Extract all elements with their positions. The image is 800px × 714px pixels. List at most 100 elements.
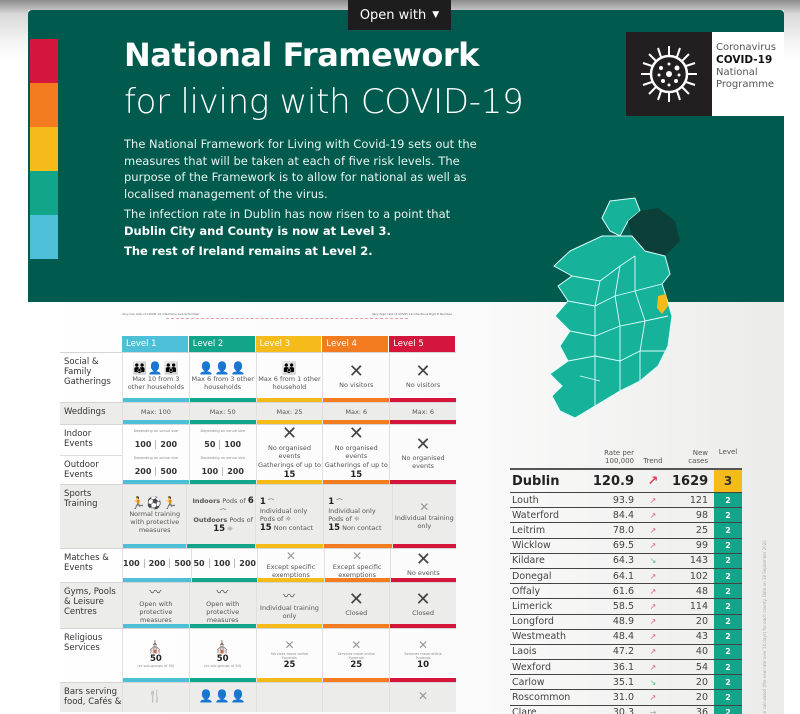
cross-icon: ✕ bbox=[352, 548, 363, 563]
cell-level-3: 👪 Max 6 from 1 other household bbox=[255, 353, 323, 402]
dining-icon: 🍴 bbox=[147, 688, 164, 703]
trend-icon: ↗ bbox=[649, 662, 657, 672]
cell-level-4: ✕ Closed bbox=[322, 583, 390, 628]
church-icon: ⛪ bbox=[147, 639, 164, 654]
trend-icon: ↗ bbox=[649, 586, 657, 596]
cross-icon: ✕ bbox=[351, 637, 362, 652]
trend-icon: ↘ bbox=[649, 556, 657, 566]
level-badge: 2 bbox=[714, 553, 742, 568]
level-badge: 2 bbox=[714, 690, 742, 705]
row-label-outdoor: Outdoor Events bbox=[60, 455, 122, 485]
scale-low-label: Very low rate of COVID-19 infections Low… bbox=[122, 312, 200, 316]
stripe-level-2 bbox=[30, 171, 58, 215]
level-badge: 2 bbox=[714, 644, 742, 660]
sun-icon: ☼ bbox=[285, 515, 292, 523]
level-header-3: Level 3 bbox=[255, 336, 322, 352]
cross-icon: ✕ bbox=[418, 688, 429, 703]
cell-level-2: ⛪ 50 (or sub-groups of 50) bbox=[188, 629, 256, 682]
level-badge: 2 bbox=[714, 493, 742, 508]
cell-level-4: ✕ Except specific exemptions bbox=[323, 548, 390, 582]
level-badge: 2 bbox=[714, 660, 742, 675]
row-religious-services: Religious Services ⛪ 50 (or sub-groups of … bbox=[60, 628, 456, 682]
scale-dashed-arrow bbox=[166, 318, 408, 319]
swimmer-icon: 〰 bbox=[282, 589, 296, 603]
row-gyms-pools: Gyms, Pools & Leisure Centres 〰 Open with… bbox=[60, 582, 456, 628]
row-sports-training: Sports Training 🏃⚽🏃 Normal training with … bbox=[60, 484, 457, 548]
row-weddings: Weddings Max: 100 Max: 50 Max: 25 Max: 6… bbox=[60, 402, 456, 424]
cell-level-5: ✕ Closed bbox=[389, 583, 456, 628]
cell-level-1: 〰 Open with protective measures bbox=[122, 583, 189, 628]
cell-level-3: ✕ Except specific exemptions bbox=[257, 549, 324, 582]
table-row: Laois 47.2 ↗ 40 2 bbox=[510, 644, 742, 661]
document-page: National Framework for living with COVID… bbox=[28, 10, 784, 714]
level-header-1: Level 1 bbox=[122, 336, 188, 352]
cell-level-3 bbox=[255, 683, 323, 712]
cell-level-3: ✕ Services move online Funerals 25 bbox=[255, 629, 323, 682]
ireland-county-map bbox=[549, 197, 680, 419]
level-badge: 2 bbox=[714, 629, 742, 644]
cell-level-1: Max: 100 bbox=[122, 403, 189, 424]
table-footnote: Rate calculated (the new rate over 14 da… bbox=[762, 540, 767, 714]
people-icon: 👤👤👤 bbox=[198, 360, 247, 375]
level-headers: Level 1 Level 2 Level 3 Level 4 Level 5 bbox=[122, 336, 456, 352]
table-row: Roscommon 31.0 ↗ 20 2 bbox=[510, 690, 742, 706]
table-row: Kildare 64.3 ↘ 143 2 bbox=[510, 553, 742, 569]
open-with-button[interactable]: Open with ▼ bbox=[348, 0, 451, 30]
cross-icon: ✕ bbox=[415, 433, 431, 455]
cell-level-1: 🍴 bbox=[122, 683, 189, 712]
table-row: Longford 48.9 ↗ 20 2 bbox=[510, 614, 742, 630]
row-label: Religious Services bbox=[64, 633, 103, 653]
cell-level-5: Max: 6 bbox=[389, 403, 456, 424]
indoor-arch-icon: ⌒ bbox=[219, 507, 227, 516]
cross-icon: ✕ bbox=[415, 588, 431, 610]
stripe-level-5 bbox=[30, 39, 58, 83]
level-badge: 2 bbox=[714, 538, 742, 553]
table-row: Wicklow 69.5 ↗ 99 2 bbox=[510, 538, 742, 554]
trend-icon: ↗ bbox=[649, 571, 657, 581]
row-events: Indoor Events Outdoor Events Depending o… bbox=[60, 424, 456, 484]
cell-level-4: Max: 6 bbox=[322, 403, 390, 424]
county-incidence-table: Rate per 100,000 Trend New cases Level D… bbox=[510, 438, 742, 714]
cross-icon: ✕ bbox=[415, 548, 431, 570]
table-row: Donegal 64.1 ↗ 102 2 bbox=[510, 568, 742, 585]
trend-icon: ↗ bbox=[649, 525, 657, 535]
level-header-5: Level 5 bbox=[389, 336, 455, 352]
trend-icon: ↗ bbox=[649, 693, 657, 703]
county-rows: Louth 93.9 ↗ 121 2 Waterford 84.4 ↗ 98 2 Leitrim 78… bbox=[510, 493, 742, 714]
sun-icon: ☼ bbox=[227, 524, 233, 533]
cell-level-2: 👤👤👤 bbox=[188, 683, 256, 712]
cell-level-5: ✕ No events bbox=[389, 548, 456, 582]
row-label: Weddings bbox=[64, 407, 106, 417]
scale-high-label: Very high rate of COVID-19 infections Hi… bbox=[371, 312, 452, 316]
church-icon: ⛪ bbox=[214, 639, 231, 654]
swimmer-icon: 〰 bbox=[216, 585, 230, 599]
cell-level-3: Max: 25 bbox=[255, 403, 323, 424]
level-header-2: Level 2 bbox=[188, 336, 255, 352]
level-badge: 2 bbox=[714, 599, 742, 614]
intro-paragraph-3: The rest of Ireland remains at Level 2. bbox=[124, 244, 373, 258]
cell-level-3: 〰 Individual training only bbox=[255, 583, 323, 628]
indoor-arch-icon: ⌒ bbox=[267, 498, 275, 506]
cell-level-1: 👪👤👪 Max 10 from 3 other households bbox=[122, 353, 189, 402]
cross-icon: ✕ bbox=[415, 360, 431, 382]
page-title: National Framework bbox=[124, 36, 479, 74]
trend-up-icon: ↗ bbox=[647, 473, 659, 489]
level-badge: 2 bbox=[714, 584, 742, 599]
cross-icon: ✕ bbox=[348, 423, 364, 445]
level-badge: 2 bbox=[714, 705, 742, 714]
cell-level-1: ⛪ 50 (or sub-groups of 50) bbox=[122, 629, 189, 682]
level-badge: 2 bbox=[714, 508, 742, 523]
table-row: Limerick 58.5 ↗ 114 2 bbox=[510, 599, 742, 615]
indoor-arch-icon: ⌒ bbox=[336, 498, 343, 506]
row-bars: Bars serving food, Cafés & 🍴 👤👤👤 ✕ bbox=[60, 682, 456, 712]
level-header-4: Level 4 bbox=[322, 336, 389, 352]
stripe-level-3 bbox=[30, 127, 58, 171]
level-color-stripes bbox=[30, 39, 58, 259]
level-badge: 2 bbox=[714, 523, 742, 538]
level-badge: 2 bbox=[714, 675, 742, 690]
row-social-gatherings: Social & Family Gatherings 👪👤👪 Max 10 fro… bbox=[60, 352, 456, 402]
cell-level-2: 50 100 200 bbox=[191, 549, 258, 582]
cell-level-2: Max: 50 bbox=[188, 403, 256, 424]
cell-level-2: Indoors Pods of 6 ⌒ Outdoors Pods of 15 … bbox=[186, 485, 255, 548]
cell-level-4: ✕ No visitors bbox=[322, 353, 390, 402]
